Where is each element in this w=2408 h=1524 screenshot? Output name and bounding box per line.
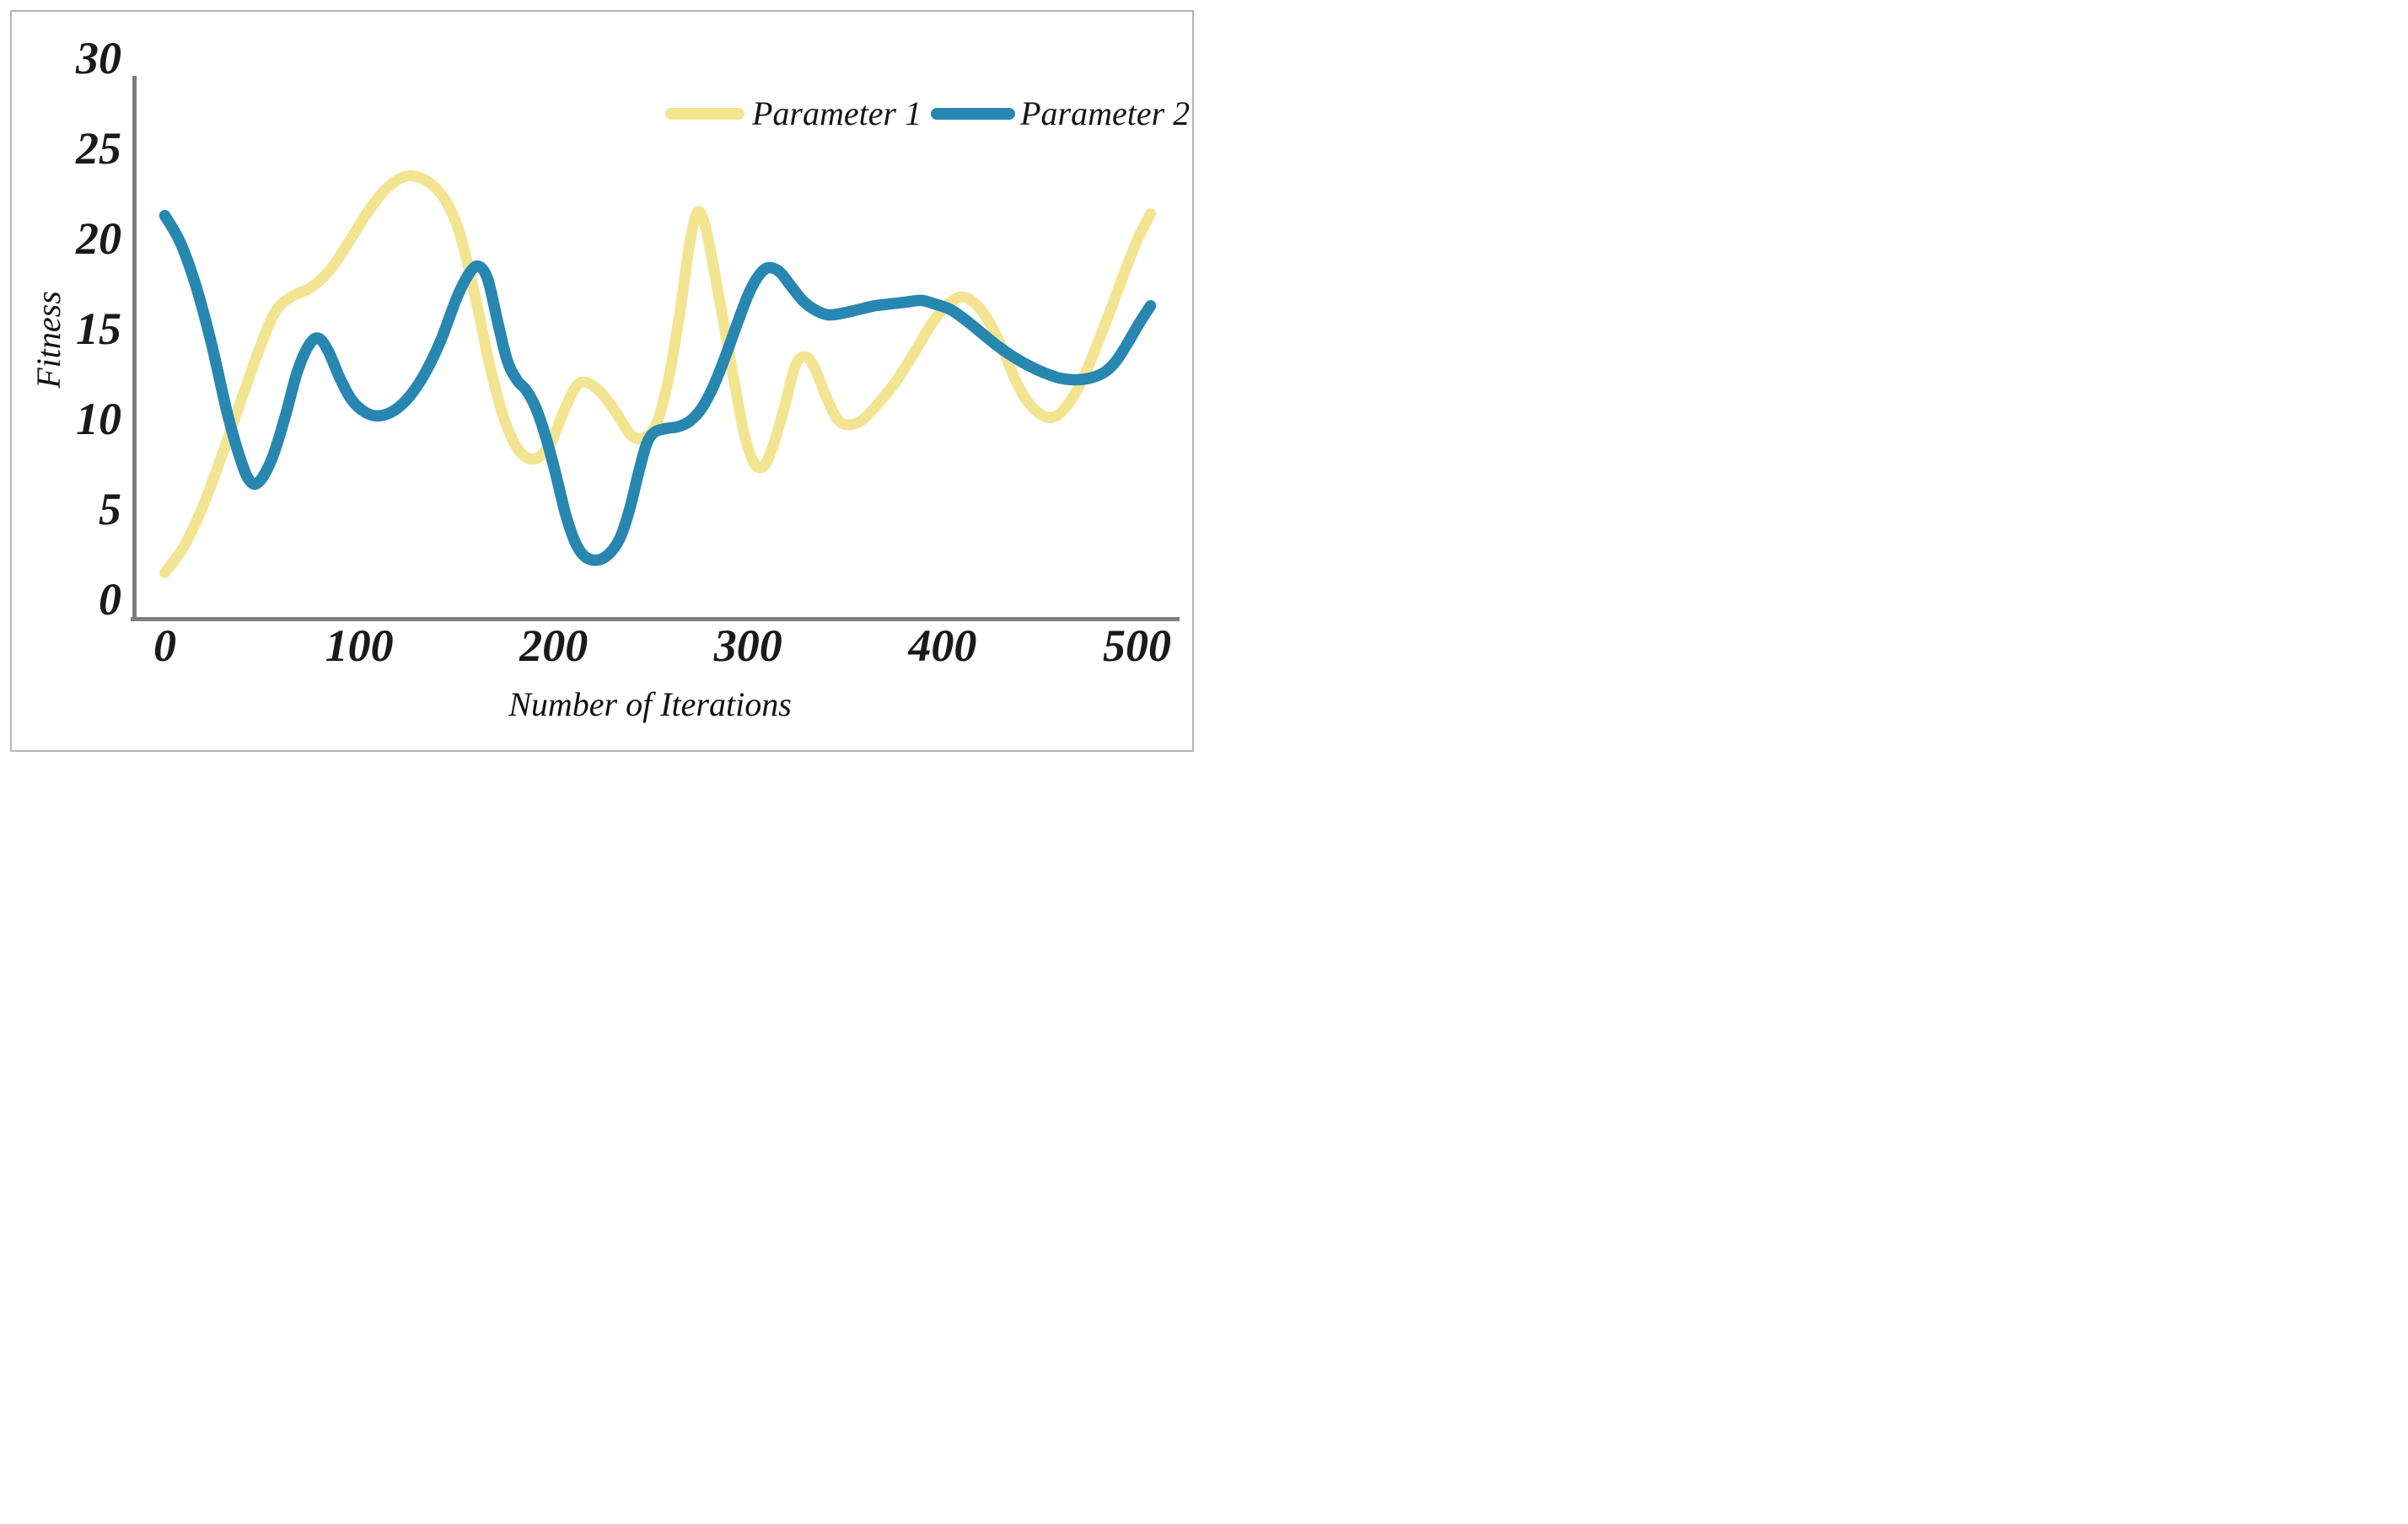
legend-label-parameter-1: Parameter 1 — [752, 94, 922, 132]
x-tick-label: 0 — [153, 620, 176, 671]
x-axis-title: Number of Iterations — [508, 685, 792, 723]
x-tick-label: 200 — [519, 620, 589, 671]
y-axis-title: Fitness — [30, 291, 67, 389]
y-tick-label: 10 — [76, 394, 121, 444]
y-tick-label: 30 — [76, 33, 121, 83]
x-axis-tick-labels: 0 100 200 300 400 500 — [0, 0, 1204, 762]
y-axis-tick-labels: 30 25 20 15 10 5 0 — [0, 0, 121, 762]
parameter-2-line — [159, 210, 1157, 566]
plot-area — [131, 76, 1180, 621]
legend-swatch-parameter-1 — [665, 108, 744, 120]
legend: Parameter 1 Parameter 2 — [665, 96, 1190, 131]
y-tick-label: 25 — [76, 123, 121, 174]
y-tick-label: 0 — [99, 574, 121, 625]
legend-swatch-parameter-2 — [931, 108, 1016, 120]
legend-label-parameter-2: Parameter 2 — [1020, 94, 1191, 132]
figure-border — [10, 10, 1194, 752]
parameter-1-line — [159, 169, 1157, 578]
y-tick-label: 20 — [76, 213, 121, 264]
y-tick-label: 15 — [76, 303, 121, 354]
y-tick-label: 5 — [99, 484, 121, 534]
x-tick-label: 100 — [325, 620, 394, 671]
x-tick-label: 500 — [1103, 620, 1171, 671]
x-tick-label: 300 — [713, 620, 782, 671]
x-tick-label: 400 — [908, 620, 977, 671]
figure: 30 25 20 15 10 5 0 0 100 200 300 400 500 Fitness Nu… — [0, 0, 1204, 762]
